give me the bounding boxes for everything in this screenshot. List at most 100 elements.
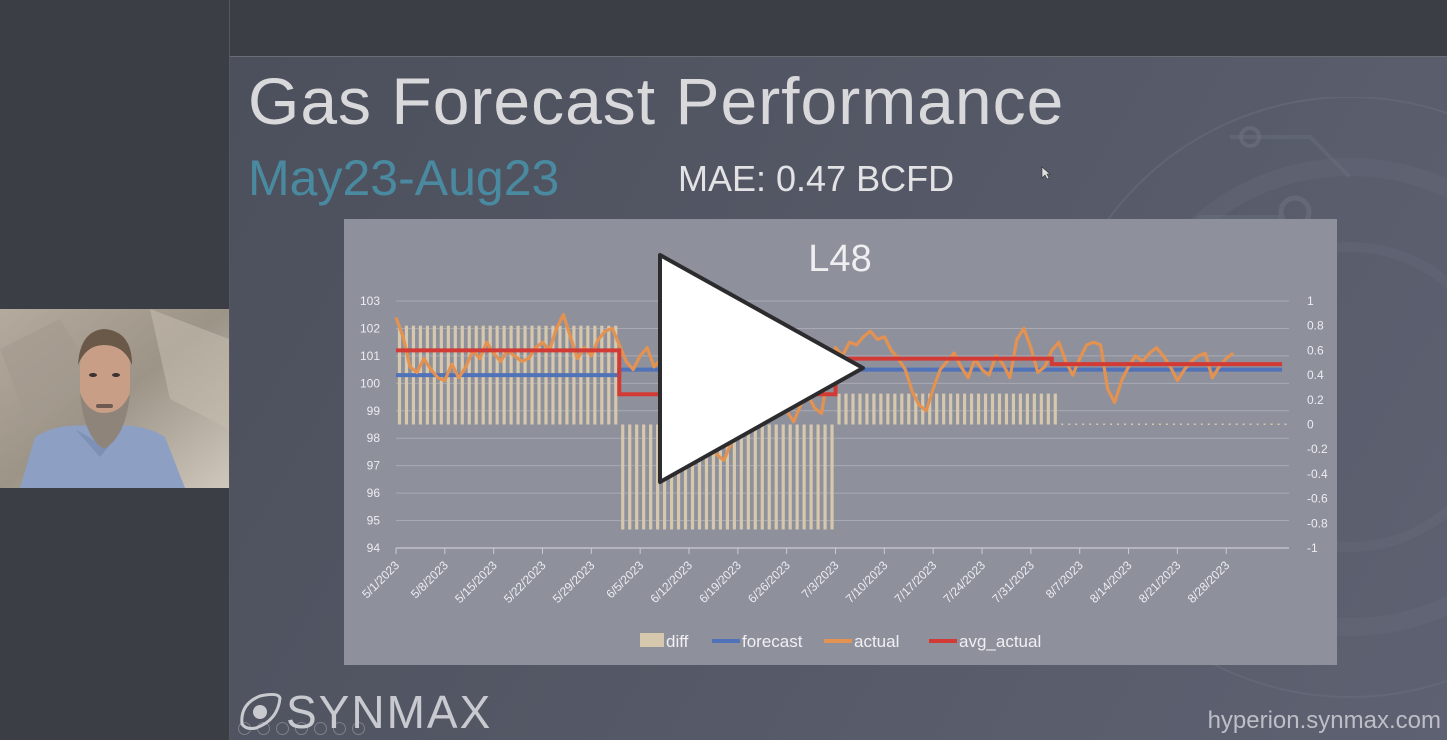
diff-bar <box>802 424 806 530</box>
control-icon[interactable] <box>257 722 270 735</box>
diff-bar <box>1068 423 1071 425</box>
diff-bar <box>1249 423 1252 425</box>
diff-bar <box>1061 423 1064 425</box>
slide-controls[interactable] <box>238 722 365 735</box>
webcam-video <box>0 309 229 488</box>
slide-title: Gas Forecast Performance <box>248 64 1065 138</box>
y2-tick-label: 0.6 <box>1307 343 1324 357</box>
diff-bar <box>1117 423 1120 425</box>
control-icon[interactable] <box>238 722 251 735</box>
diff-bar <box>1193 423 1196 425</box>
chart-title: L48 <box>808 238 871 280</box>
diff-bar <box>809 424 813 530</box>
diff-bar <box>753 424 757 530</box>
y2-tick-label: 0 <box>1307 418 1314 432</box>
diff-bar <box>1270 423 1273 425</box>
diff-bar <box>990 393 995 425</box>
diff-bar <box>886 393 890 425</box>
top-bar <box>230 0 1447 57</box>
y2-tick-label: -0.4 <box>1307 467 1328 481</box>
diff-bar <box>962 393 967 425</box>
diff-bar <box>1235 423 1238 425</box>
diff-bar <box>746 424 750 530</box>
y-tick-label: 95 <box>367 514 381 528</box>
left-panel <box>0 0 230 740</box>
l48-chart: 103 102 101 100 99 98 97 96 95 94 1 0.8 0.6 0.4 0.2 0 -0… <box>359 238 1328 651</box>
diff-bar <box>635 424 639 530</box>
diff-bar <box>642 424 646 530</box>
diff-bar <box>914 393 918 425</box>
diff-bar <box>1089 423 1092 425</box>
diff-bar <box>795 424 799 530</box>
y2-tick-label: 0.8 <box>1307 319 1324 333</box>
diff-bar <box>781 424 785 530</box>
y-tick-label: 98 <box>367 431 381 445</box>
chart-legend: diff forecast actual avg_actual <box>640 632 1041 651</box>
diff-bar <box>1039 393 1043 425</box>
control-icon[interactable] <box>276 722 289 735</box>
diff-bar <box>942 393 946 425</box>
diff-bar <box>628 424 632 530</box>
x-tick-label: 8/14/2023 <box>1087 558 1135 606</box>
diff-bar <box>1151 423 1154 425</box>
diff-bar <box>928 393 932 425</box>
diff-bar <box>711 424 716 530</box>
diff-bar <box>1032 393 1036 425</box>
diff-bar <box>690 424 695 530</box>
diff-bar <box>1228 423 1231 425</box>
y-tick-label: 101 <box>360 349 380 363</box>
diff-bar <box>1179 423 1182 425</box>
diff-bar <box>1200 423 1203 425</box>
legend-label: forecast <box>742 632 803 651</box>
diff-bar <box>1103 423 1106 425</box>
control-icon[interactable] <box>333 722 346 735</box>
diff-bar <box>1025 393 1029 425</box>
diff-bar <box>1221 423 1224 425</box>
diff-bar <box>956 393 960 425</box>
diff-bar <box>1138 423 1141 425</box>
x-tick-label: 7/17/2023 <box>892 558 940 606</box>
legend-label: avg_actual <box>959 632 1041 651</box>
diff-bar <box>676 424 681 530</box>
diff-bar <box>900 393 904 425</box>
control-icon[interactable] <box>352 722 365 735</box>
control-icon[interactable] <box>295 722 308 735</box>
diff-bar <box>1018 393 1023 425</box>
play-icon[interactable] <box>655 250 871 490</box>
diff-bar <box>1110 423 1113 425</box>
y2-tick-label: -0.6 <box>1307 492 1328 506</box>
x-tick-label: 5/8/2023 <box>408 558 451 601</box>
y2-tick-label: 0.4 <box>1307 368 1324 382</box>
x-tick-label: 5/29/2023 <box>550 558 598 606</box>
x-tick-label: 5/22/2023 <box>501 558 549 606</box>
diff-bar <box>739 424 743 530</box>
y2-tick-label: -1 <box>1307 541 1318 555</box>
x-tick-label: 7/10/2023 <box>843 558 891 606</box>
diff-bar <box>816 424 820 530</box>
diff-bar <box>976 393 981 425</box>
synmax-logo: SYNMAX <box>238 685 492 739</box>
x-tick-label: 5/1/2023 <box>359 558 402 601</box>
play-button[interactable] <box>655 250 871 490</box>
diff-bar <box>697 424 702 530</box>
y-tick-label: 94 <box>367 541 381 555</box>
diff-bar <box>830 424 834 530</box>
y-tick-label: 102 <box>360 321 380 335</box>
diff-bar <box>1096 423 1099 425</box>
diff-bar <box>893 393 897 425</box>
diff-bar <box>760 424 764 530</box>
diff-bar <box>774 424 778 530</box>
diff-bar <box>879 393 883 425</box>
diff-bar <box>649 424 653 530</box>
y-tick-label: 103 <box>360 294 380 308</box>
chart-panel: 103 102 101 100 99 98 97 96 95 94 1 0.8 0.6 0.4 0.2 0 -0… <box>344 219 1337 665</box>
control-icon[interactable] <box>314 722 327 735</box>
diff-bar <box>1082 423 1085 425</box>
diff-bar <box>1053 393 1057 425</box>
y2-tick-label: -0.8 <box>1307 516 1328 530</box>
diff-bar <box>837 393 841 425</box>
diff-bar <box>1172 423 1175 425</box>
diff-bar <box>1046 393 1050 425</box>
diff-bar <box>1242 423 1245 425</box>
diff-bar <box>732 424 736 530</box>
